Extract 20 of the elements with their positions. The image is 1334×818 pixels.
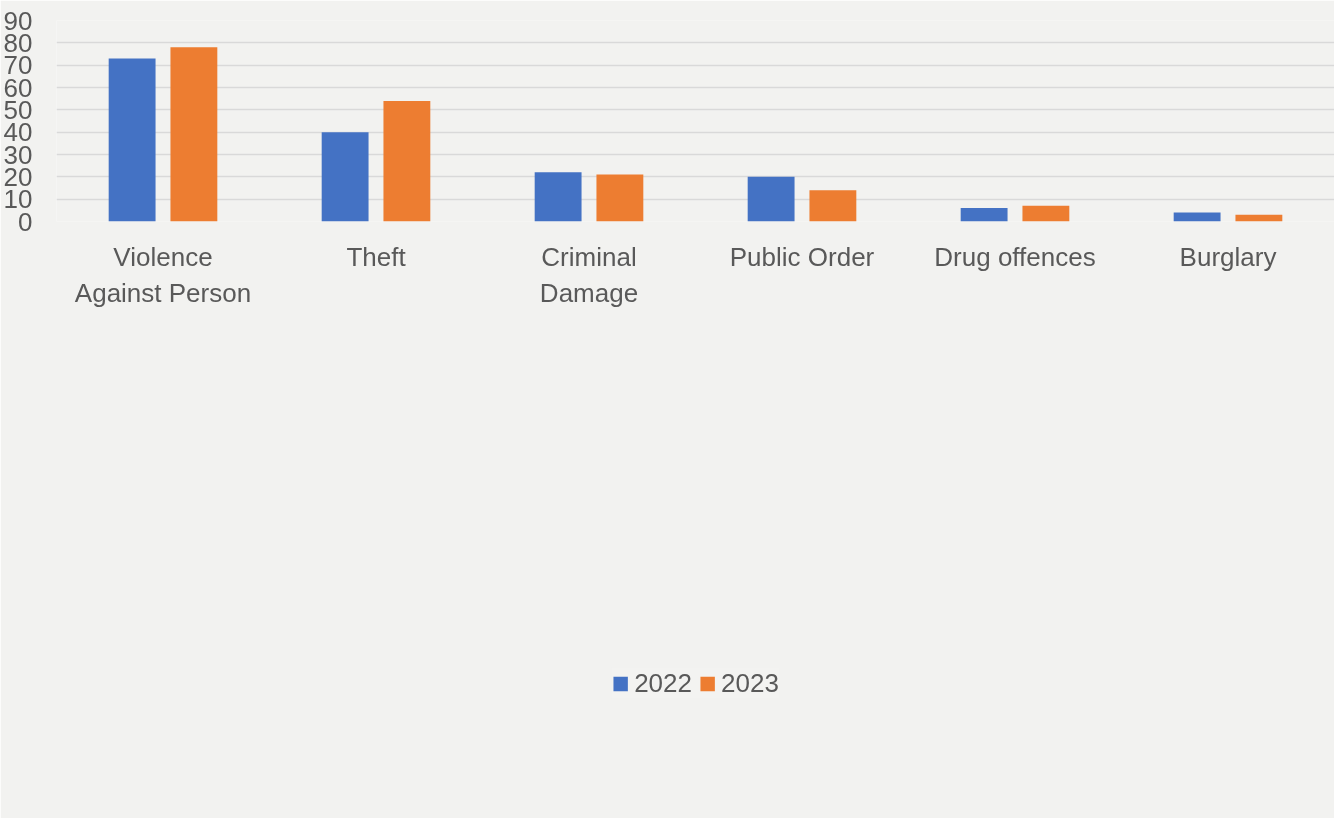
- x-tick-label: Violence Against Person: [74, 241, 252, 308]
- bar: [534, 172, 582, 222]
- bar: [747, 176, 795, 222]
- x-tick-label: Public Order: [729, 241, 875, 272]
- bar: [170, 47, 218, 222]
- bar: [108, 58, 156, 222]
- bar: [1022, 205, 1070, 222]
- bar: [809, 190, 857, 222]
- x-tick-label: Drug offences: [934, 241, 1096, 272]
- bar: [1173, 212, 1221, 222]
- bar: [383, 100, 431, 222]
- legend-label: 2023: [721, 667, 779, 699]
- x-tick-label: Criminal Damage: [539, 241, 639, 308]
- bar: [960, 208, 1008, 222]
- bar: [321, 132, 369, 222]
- x-tick-label: Theft: [346, 241, 407, 272]
- bar: [596, 174, 644, 222]
- legend-label: 2022: [634, 667, 692, 699]
- x-tick-label: Burglary: [1179, 241, 1277, 272]
- bar: [1235, 214, 1283, 222]
